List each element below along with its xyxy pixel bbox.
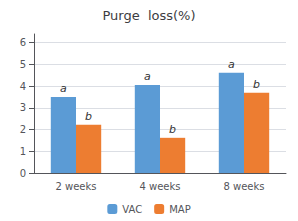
- svg-text:1: 1: [20, 146, 26, 157]
- svg-text:4 weeks: 4 weeks: [139, 181, 180, 192]
- svg-text:VAC: VAC: [122, 204, 142, 215]
- svg-text:a: a: [144, 70, 151, 83]
- svg-text:4: 4: [20, 81, 26, 92]
- svg-text:6: 6: [20, 37, 26, 48]
- svg-text:Purge loss(%): Purge loss(%): [102, 8, 195, 23]
- svg-text:2: 2: [20, 124, 26, 135]
- svg-text:a: a: [228, 58, 235, 71]
- svg-text:a: a: [60, 82, 67, 95]
- svg-text:5: 5: [20, 59, 26, 70]
- svg-text:b: b: [169, 123, 176, 136]
- svg-text:3: 3: [20, 102, 26, 113]
- svg-text:8 weeks: 8 weeks: [223, 181, 264, 192]
- svg-text:b: b: [253, 78, 260, 91]
- svg-text:MAP: MAP: [169, 204, 191, 215]
- svg-text:b: b: [85, 110, 92, 123]
- svg-text:0: 0: [20, 168, 26, 179]
- svg-text:2 weeks: 2 weeks: [55, 181, 96, 192]
